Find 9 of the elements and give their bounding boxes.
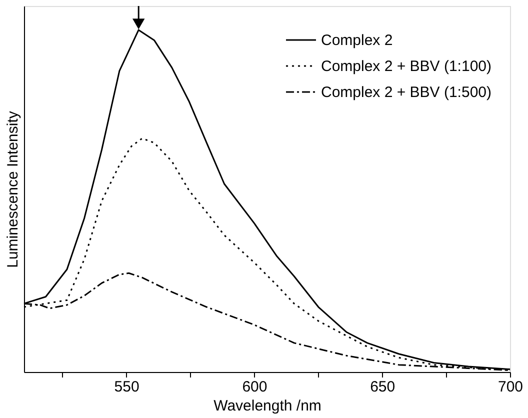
y-axis-title: Luminescence Intensity (4, 110, 22, 268)
x-tick-label: 650 (370, 378, 396, 396)
legend-label: Complex 2 (321, 32, 393, 49)
legend-label: Complex 2 + BBV (1:500) (321, 84, 492, 101)
x-tick-label: 600 (242, 378, 268, 396)
legend-label: Complex 2 + BBV (1:100) (321, 58, 492, 75)
x-tick-label: 700 (498, 378, 524, 396)
x-axis-title: Wavelength /nm (214, 398, 322, 414)
x-tick-label: 550 (114, 378, 140, 396)
